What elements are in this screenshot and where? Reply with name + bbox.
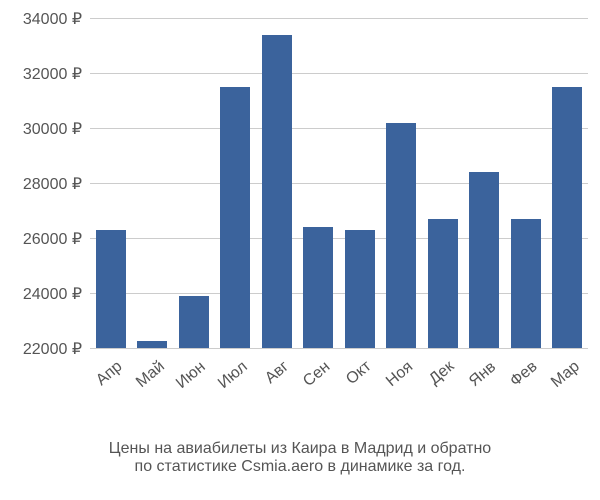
- y-axis-tick-label: 30000 ₽: [23, 119, 82, 139]
- y-axis-tick-label: 24000 ₽: [23, 284, 82, 304]
- y-axis-tick-label: 28000 ₽: [23, 174, 82, 194]
- x-axis-tick-label: Апр: [93, 358, 126, 390]
- bar: [469, 172, 499, 348]
- x-axis-tick-label: Окт: [343, 358, 375, 389]
- x-axis-tick-label: Дек: [426, 358, 458, 389]
- bar: [262, 35, 292, 349]
- bar: [511, 219, 541, 348]
- bar: [345, 230, 375, 348]
- x-axis-tick-label: Сен: [300, 358, 334, 391]
- y-axis-tick-label: 34000 ₽: [23, 9, 82, 29]
- y-axis-tick-label: 26000 ₽: [23, 229, 82, 249]
- bar: [96, 230, 126, 348]
- x-axis-tick-label: Авг: [262, 358, 293, 388]
- bar: [220, 87, 250, 348]
- y-axis-tick-label: 32000 ₽: [23, 64, 82, 84]
- plot-area: 22000 ₽24000 ₽26000 ₽28000 ₽30000 ₽32000…: [90, 18, 588, 348]
- gridline: [90, 348, 588, 349]
- x-axis-tick-label: Июл: [215, 358, 251, 393]
- gridline: [90, 183, 588, 184]
- x-axis-tick-label: Янв: [466, 358, 500, 390]
- gridline: [90, 128, 588, 129]
- x-axis-tick-label: Май: [133, 358, 169, 392]
- x-axis-tick-label: Фев: [507, 358, 541, 391]
- chart-caption: Цены на авиабилеты из Каира в Мадрид и о…: [0, 440, 600, 476]
- bar: [552, 87, 582, 348]
- x-axis-tick-label: Ноя: [383, 358, 417, 391]
- x-axis-tick-label: Июн: [173, 358, 209, 393]
- bar: [428, 219, 458, 348]
- gridline: [90, 18, 588, 19]
- bar: [303, 227, 333, 348]
- bar: [386, 123, 416, 349]
- bar: [137, 341, 167, 348]
- caption-line: по статистике Csmia.aero в динамике за г…: [0, 458, 600, 476]
- caption-line: Цены на авиабилеты из Каира в Мадрид и о…: [0, 440, 600, 458]
- y-axis-tick-label: 22000 ₽: [23, 339, 82, 359]
- x-axis-tick-label: Мар: [548, 358, 584, 392]
- price-bar-chart: 22000 ₽ 24000 ₽ 26000 ₽ 28000 ₽ 30000 ₽ 32000…: [0, 0, 600, 500]
- bar: [179, 296, 209, 348]
- gridline: [90, 73, 588, 74]
